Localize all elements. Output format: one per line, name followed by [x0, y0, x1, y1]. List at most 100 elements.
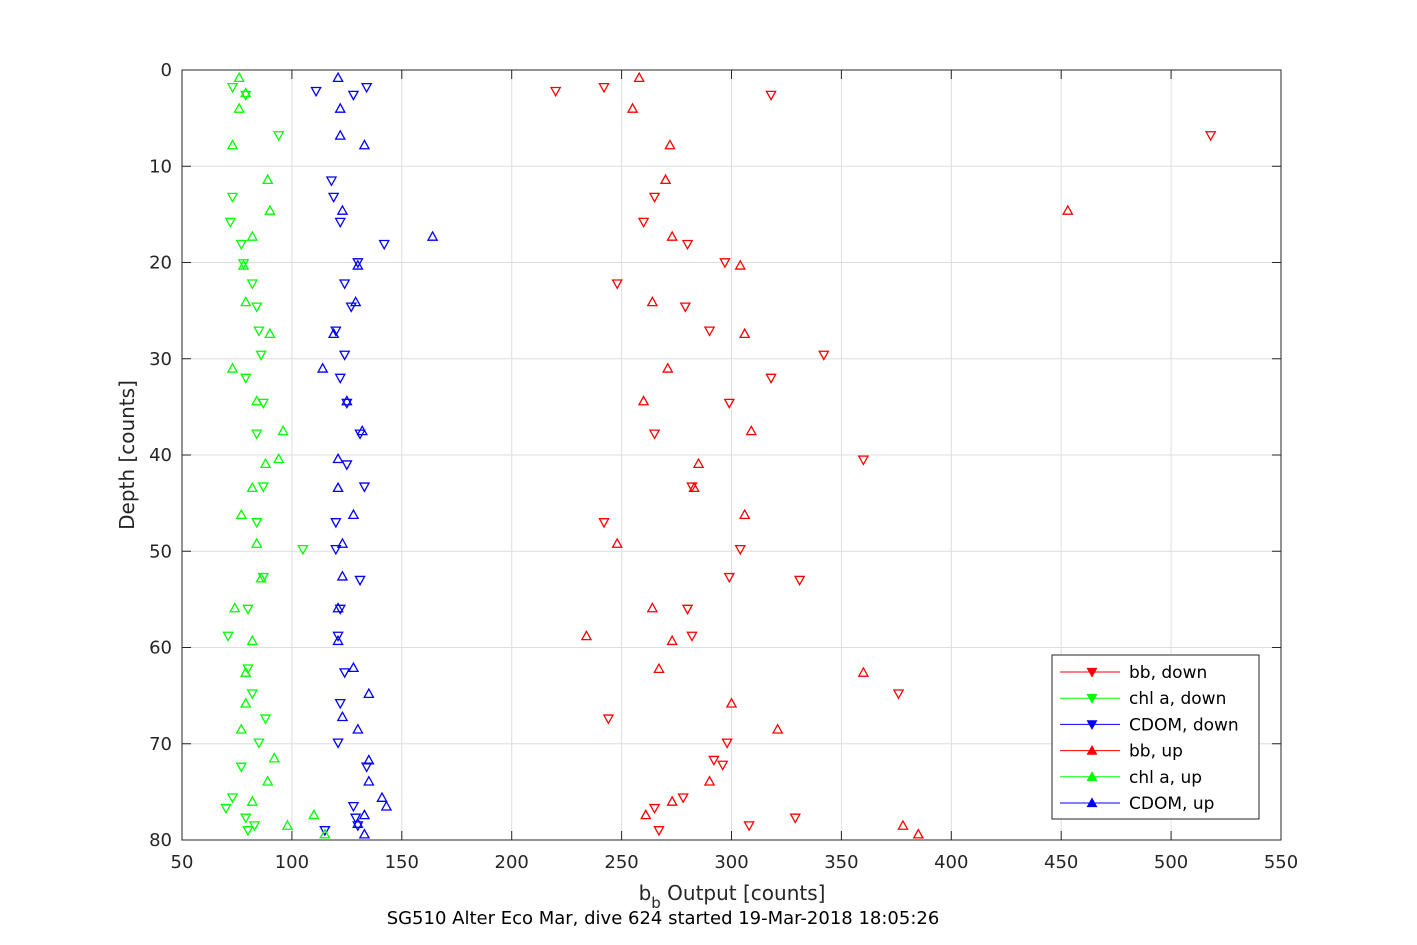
data-point [327, 192, 340, 203]
data-point [892, 689, 905, 700]
x-tick-label: 150 [385, 852, 419, 873]
legend-label: CDOM, down [1129, 715, 1239, 735]
data-point [237, 259, 250, 270]
data-point [598, 518, 610, 529]
data-point [648, 803, 661, 815]
data-point [1062, 204, 1074, 215]
data-point [341, 398, 353, 409]
data-point [703, 326, 716, 337]
data-point [666, 230, 678, 241]
data-point [327, 327, 340, 339]
data-point [251, 429, 263, 440]
data-points [220, 71, 1217, 839]
data-point [380, 800, 393, 811]
data-point [719, 258, 731, 269]
data-point [426, 230, 439, 241]
data-point [734, 544, 746, 556]
series-0 [549, 82, 1217, 837]
data-point [310, 86, 322, 98]
data-point [347, 90, 360, 101]
data-point [912, 828, 925, 839]
data-point [330, 544, 342, 556]
data-point [349, 296, 362, 307]
data-point [686, 482, 698, 493]
legend-marker [1086, 720, 1098, 731]
y-tick-label: 50 [149, 541, 172, 562]
data-point [235, 762, 248, 773]
data-point [358, 482, 371, 493]
data-point [334, 217, 346, 229]
x-tick-label: 100 [275, 852, 309, 873]
data-point [580, 630, 593, 641]
data-point [347, 508, 360, 520]
data-point [633, 71, 645, 83]
data-point [222, 631, 234, 642]
y-tick-label: 30 [149, 349, 172, 370]
data-point [771, 723, 784, 734]
data-point [666, 634, 678, 646]
series-4 [226, 71, 331, 839]
data-point [686, 631, 698, 642]
data-point [338, 668, 351, 679]
x-axis-label-subscript: b [651, 894, 661, 912]
legend-marker [1086, 797, 1098, 808]
data-point [226, 139, 239, 150]
data-point [246, 689, 259, 700]
legend-box [1051, 654, 1260, 820]
series-1 [220, 82, 309, 837]
data-point [378, 239, 390, 251]
data-point [738, 327, 751, 339]
data-point [662, 362, 674, 373]
data-point [242, 826, 254, 837]
data-point [330, 326, 342, 337]
data-point [240, 666, 252, 677]
data-point [229, 602, 241, 613]
data-point [246, 634, 259, 646]
legend-label: bb, down [1129, 663, 1207, 683]
data-point [248, 821, 261, 832]
data-point [602, 714, 615, 725]
legend-label: chl a, up [1129, 768, 1202, 788]
data-point [334, 129, 346, 140]
data-point [717, 760, 729, 771]
data-point [332, 631, 344, 642]
data-point [268, 752, 281, 763]
data-point [352, 723, 364, 734]
data-point [336, 710, 349, 722]
legend: bb, down chl a, down CDOM, down bb, up chl a… [1051, 654, 1260, 820]
data-point [257, 482, 270, 493]
data-point [273, 131, 285, 142]
data-point [677, 793, 689, 804]
x-axis-label: bb Output [counts] [639, 881, 826, 912]
data-point [240, 813, 252, 824]
data-point [666, 795, 678, 806]
x-tick-label: 350 [824, 852, 858, 873]
data-point [341, 395, 353, 406]
data-point [345, 302, 357, 313]
data-point [549, 86, 562, 98]
data-point [646, 296, 659, 307]
data-point [659, 173, 672, 185]
data-point [319, 826, 331, 837]
x-tick-label: 500 [1154, 852, 1188, 873]
data-point [319, 828, 331, 839]
data-point [681, 604, 694, 615]
data-point [336, 537, 349, 548]
data-point [338, 350, 351, 361]
data-point [363, 775, 375, 786]
data-point [251, 302, 263, 313]
plot-frame [181, 69, 1282, 841]
data-point [240, 90, 252, 101]
series-5 [316, 71, 439, 839]
data-point [611, 279, 623, 290]
data-point [255, 572, 267, 583]
data-point [723, 572, 736, 584]
data-point [897, 819, 909, 830]
data-point [262, 775, 274, 786]
data-point [347, 801, 360, 813]
data-point [242, 604, 254, 615]
data-point [332, 452, 344, 464]
data-point [235, 723, 248, 734]
x-axis-label-rest: Output [counts] [661, 881, 826, 905]
data-point [281, 819, 294, 830]
